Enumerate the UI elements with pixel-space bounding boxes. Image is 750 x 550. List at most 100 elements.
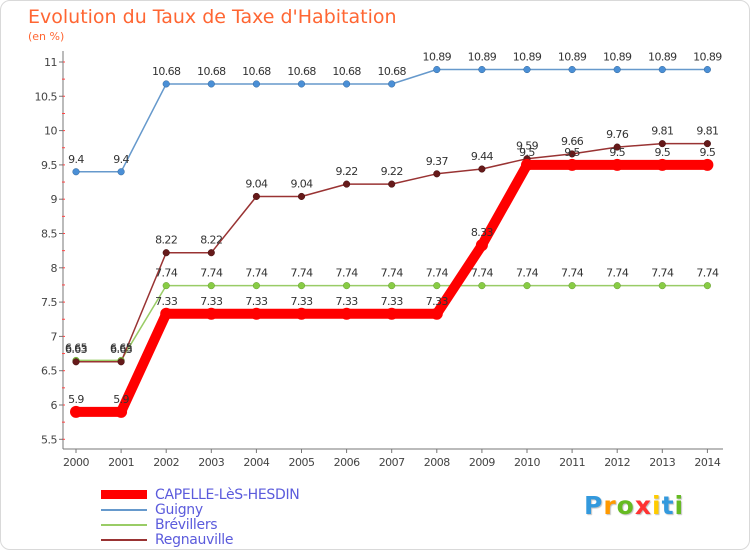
data-label: 6.63: [110, 343, 133, 356]
data-point: [433, 282, 441, 290]
data-label: 7.74: [426, 267, 449, 280]
x-tick-label: 2009: [469, 456, 495, 469]
data-point: [388, 80, 396, 88]
legend-label: Guigny: [155, 501, 203, 518]
y-tick-label: 6.5: [41, 365, 57, 378]
data-point: [117, 168, 125, 176]
data-point: [388, 282, 396, 290]
data-label: 5.9: [68, 393, 84, 406]
x-tick-label: 2005: [289, 456, 315, 469]
data-point: [252, 282, 260, 290]
y-tick-label: 8: [51, 262, 58, 275]
data-point: [252, 192, 260, 201]
data-label: 7.33: [155, 295, 178, 308]
data-label: 7.33: [290, 295, 313, 308]
chart-axes: 5.5 6 6.5 7 7.5 8 8.5 9 9.5 10 10.5 11 2000 2001 2002 2…: [35, 51, 723, 469]
x-tick-label: 2013: [649, 456, 675, 469]
data-label: 9.4: [113, 153, 129, 166]
x-tick-label: 2012: [604, 456, 630, 469]
data-point: [207, 282, 215, 290]
series-points: [70, 65, 714, 418]
data-point: [658, 65, 666, 74]
x-tick-label: 2006: [334, 456, 360, 469]
data-label: 10.89: [693, 51, 722, 64]
data-label: 9.76: [606, 128, 629, 141]
data-label: 10.68: [197, 65, 226, 78]
data-label: 10.89: [603, 51, 632, 64]
data-label: 7.74: [516, 267, 539, 280]
data-point: [521, 158, 533, 171]
data-label: 7.33: [245, 295, 268, 308]
data-label: 7.74: [336, 267, 359, 280]
x-tick-label: 2002: [153, 456, 179, 469]
data-point: [430, 307, 443, 320]
logo-letter: P: [584, 491, 604, 520]
y-tick-label: 6: [51, 399, 58, 412]
data-label: 7.74: [245, 267, 268, 280]
logo-letter: o: [616, 491, 635, 520]
chart-legend: CAPELLE-LèS-HESDIN Guigny Brévillers Regnau…: [101, 486, 300, 548]
data-point: [656, 158, 669, 171]
data-label: 9.04: [290, 177, 313, 190]
data-label: 6.63: [65, 343, 88, 356]
legend-item: CAPELLE-LèS-HESDIN: [101, 486, 300, 503]
data-point: [703, 282, 711, 290]
data-label: 9.44: [471, 150, 494, 163]
data-point: [70, 405, 82, 418]
legend-swatch: [101, 508, 147, 511]
data-label: 7.74: [290, 267, 313, 280]
data-label: 7.74: [381, 267, 404, 280]
data-point: [568, 65, 576, 74]
data-label: 10.89: [513, 51, 542, 64]
data-point: [252, 80, 260, 88]
data-label: 10.68: [152, 65, 181, 78]
proxiti-logo: Proxiti: [584, 491, 684, 520]
data-label: 9.81: [651, 125, 673, 138]
data-label: 9.04: [245, 177, 268, 190]
x-tick-label: 2007: [379, 456, 405, 469]
data-label: 7.74: [651, 267, 674, 280]
data-point: [297, 192, 306, 201]
x-tick-label: 2004: [243, 456, 269, 469]
y-tick-label: 9: [51, 193, 58, 206]
data-point: [72, 358, 80, 366]
x-tick-label: 2003: [198, 456, 224, 469]
data-label: 5.9: [113, 393, 129, 406]
data-point: [613, 282, 621, 290]
y-tick-label: 7.5: [41, 296, 57, 309]
data-label: 7.33: [426, 295, 449, 308]
logo-letter: x: [634, 491, 652, 520]
y-tick-label: 9.5: [41, 159, 57, 172]
data-point: [207, 80, 215, 88]
data-label: 9.22: [336, 165, 358, 178]
data-label: 9.5: [564, 146, 580, 159]
data-label: 8.22: [155, 234, 177, 247]
y-tick-label: 10: [44, 125, 57, 138]
data-point: [433, 65, 441, 74]
data-point: [475, 239, 488, 252]
data-point: [388, 180, 396, 188]
data-point: [658, 282, 666, 290]
legend-label: CAPELLE-LèS-HESDIN: [155, 486, 300, 503]
data-point: [297, 80, 306, 88]
logo-letter: i: [674, 491, 685, 520]
data-label: 10.68: [242, 65, 271, 78]
data-label: 10.68: [377, 65, 406, 78]
data-label: 7.74: [606, 267, 629, 280]
x-tick-label: 2014: [694, 456, 720, 469]
data-point: [162, 80, 170, 88]
data-label: 7.33: [336, 295, 359, 308]
data-point: [160, 307, 173, 320]
data-point: [611, 158, 624, 171]
x-tick-label: 2011: [559, 456, 585, 469]
legend-swatch: [101, 490, 147, 499]
legend-label: Regnauville: [155, 531, 234, 548]
data-point: [343, 282, 351, 290]
data-label: 6.65: [110, 341, 133, 354]
data-point: [433, 170, 441, 178]
data-point: [478, 65, 486, 74]
y-tick-label: 5.5: [41, 433, 57, 446]
data-label: 9.5: [654, 146, 670, 159]
data-label: 8.33: [471, 226, 494, 239]
data-point: [205, 307, 218, 320]
